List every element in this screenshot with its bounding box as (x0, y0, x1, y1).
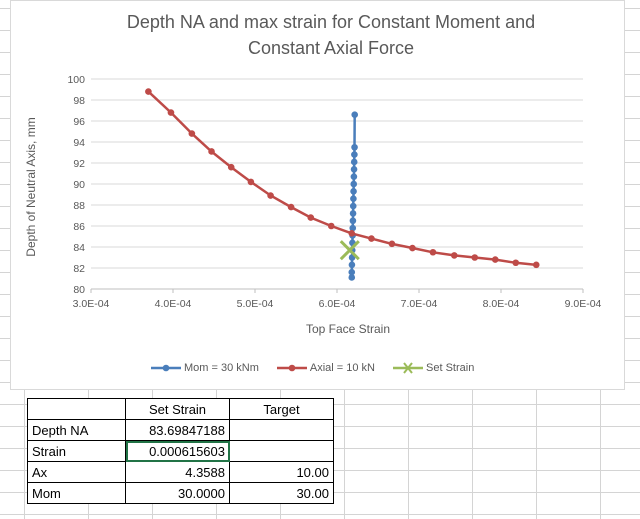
legend-x-marker-icon (393, 362, 424, 374)
chart-title: Depth NA and max strain for Constant Mom… (71, 9, 591, 61)
data-point (327, 222, 335, 230)
legend-item: Axial = 10 kN (276, 362, 376, 374)
data-point (350, 180, 358, 188)
depth-na-value-cell[interactable]: 83.69847188 (125, 419, 230, 441)
data-point (351, 151, 358, 158)
x-tick-label: 7.0E-04 (401, 298, 438, 310)
strain-target-cell[interactable] (229, 440, 334, 462)
data-point (307, 214, 315, 221)
data-point (247, 178, 255, 186)
x-axis-label: Top Face Strain (306, 322, 390, 336)
data-point (350, 195, 357, 202)
y-tick-label: 80 (73, 284, 85, 296)
series-set-strain (339, 240, 360, 261)
legend-item: Set Strain (393, 362, 474, 374)
plot-svg: 80 82 84 86 88 90 92 94 96 98 100 3.0E-04 4.0E-04 5.0… (24, 74, 602, 336)
row-label-strain[interactable]: Strain (27, 440, 126, 462)
y-tick-label: 94 (73, 137, 85, 149)
data-point (267, 192, 274, 199)
table-row: Depth NA 83.69847188 (27, 419, 334, 441)
data-point (167, 109, 175, 116)
table-row: Strain 0.000615603 (27, 440, 334, 462)
table-header-cell[interactable]: Set Strain (125, 398, 230, 420)
table-header-cell[interactable] (27, 398, 126, 420)
data-point (388, 240, 396, 248)
data-point (429, 248, 437, 256)
table-header-cell[interactable]: Target (229, 398, 334, 420)
mom-target-cell[interactable]: 30.00 (229, 482, 334, 504)
data-point (145, 88, 152, 95)
x-tick-label: 6.0E-04 (319, 298, 356, 310)
legend-label: Mom = 30 kNm (184, 362, 259, 374)
data-point (350, 188, 357, 195)
legend-item: Mom = 30 kNm (151, 362, 259, 374)
legend-label: Set Strain (426, 362, 475, 374)
chart-legend: Mom = 30 kNm Axial = 10 kN Set Strain (151, 358, 474, 378)
data-point (349, 217, 357, 225)
data-point (348, 274, 356, 281)
data-point (471, 254, 479, 261)
data-point (409, 244, 416, 252)
data-point (348, 268, 356, 276)
legend-line-marker-icon (276, 364, 307, 372)
data-point (350, 173, 358, 180)
table-row: Mom 30.0000 30.00 (27, 482, 334, 504)
data-point (287, 203, 295, 211)
y-tick-label: 98 (73, 95, 85, 107)
x-tick-label: 4.0E-04 (155, 298, 192, 310)
legend-label: Axial = 10 kN (309, 362, 376, 374)
row-label-depth-na[interactable]: Depth NA (27, 419, 126, 441)
row-label-mom[interactable]: Mom (27, 482, 126, 504)
data-point (350, 166, 358, 173)
data-point (512, 259, 520, 267)
legend-line-marker-icon (151, 364, 181, 372)
data-point (368, 235, 375, 242)
data-point (491, 256, 499, 263)
y-tick-label: 86 (73, 221, 85, 233)
table-row: Ax 4.3588 10.00 (27, 461, 334, 483)
data-point (348, 230, 356, 237)
depth-na-target-cell[interactable] (229, 419, 334, 441)
y-tick-label: 88 (73, 200, 85, 212)
data-point (349, 224, 357, 232)
x-tick-label: 9.0E-04 (565, 298, 602, 310)
x-tick-label: 8.0E-04 (483, 298, 520, 310)
data-point (349, 210, 357, 217)
data-point (349, 202, 357, 210)
data-point (351, 111, 359, 118)
series-mom-30-knm (348, 111, 359, 281)
chart-area[interactable]: Depth NA and max strain for Constant Mom… (10, 0, 625, 390)
data-point (350, 158, 358, 166)
set-strain-marker (339, 240, 360, 261)
data-point (351, 143, 358, 151)
data-point (532, 261, 540, 269)
y-tick-label: 84 (73, 242, 85, 254)
y-tick-label: 96 (73, 116, 85, 128)
ax-value-cell[interactable]: 4.3588 (125, 461, 230, 483)
x-tick-label: 5.0E-04 (237, 298, 274, 310)
y-tick-label: 92 (73, 158, 85, 170)
data-point (208, 148, 215, 155)
series-axial-10-kn (145, 88, 540, 269)
data-table: Set Strain Target Depth NA 83.69847188 S… (27, 398, 334, 504)
table-header-row: Set Strain Target (27, 398, 334, 420)
data-point (348, 261, 356, 269)
row-label-ax[interactable]: Ax (27, 461, 126, 483)
y-tick-label: 82 (73, 263, 85, 275)
ax-target-cell[interactable]: 10.00 (229, 461, 334, 483)
y-tick-label: 90 (73, 179, 85, 191)
x-tick-label: 3.0E-04 (73, 298, 110, 310)
y-tick-label: 100 (67, 74, 85, 86)
chart-title-line-1: Depth NA and max strain for Constant Mom… (126, 12, 536, 32)
data-point (227, 163, 235, 171)
mom-value-cell[interactable]: 30.0000 (125, 482, 230, 504)
data-point (188, 130, 196, 137)
y-axis-label: Depth of Neutral Axis, mm (24, 117, 38, 256)
chart-title-line-2: Constant Axial Force (247, 38, 415, 58)
strain-value-cell[interactable]: 0.000615603 (125, 440, 230, 462)
series-line (147, 90, 537, 267)
data-point (450, 252, 458, 259)
